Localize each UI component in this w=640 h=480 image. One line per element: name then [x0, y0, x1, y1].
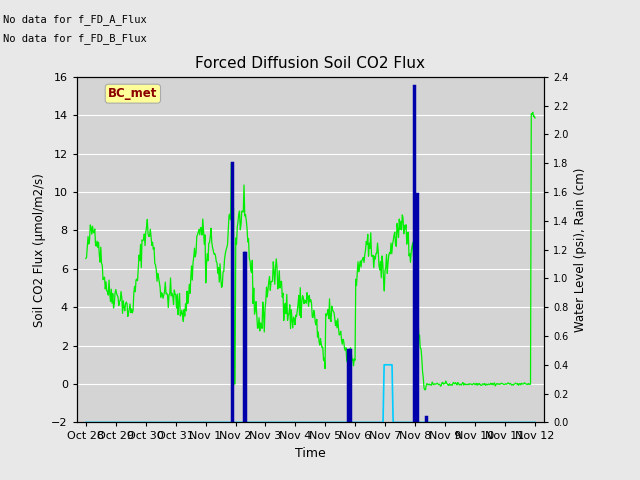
- Y-axis label: Water Level (psi), Rain (cm): Water Level (psi), Rain (cm): [574, 168, 587, 332]
- Text: BC_met: BC_met: [108, 87, 157, 100]
- Text: No data for f_FD_A_Flux: No data for f_FD_A_Flux: [3, 13, 147, 24]
- Y-axis label: Soil CO2 Flux (μmol/m2/s): Soil CO2 Flux (μmol/m2/s): [33, 173, 45, 326]
- X-axis label: Time: Time: [295, 447, 326, 460]
- Text: No data for f_FD_B_Flux: No data for f_FD_B_Flux: [3, 33, 147, 44]
- Title: Forced Diffusion Soil CO2 Flux: Forced Diffusion Soil CO2 Flux: [195, 57, 426, 72]
